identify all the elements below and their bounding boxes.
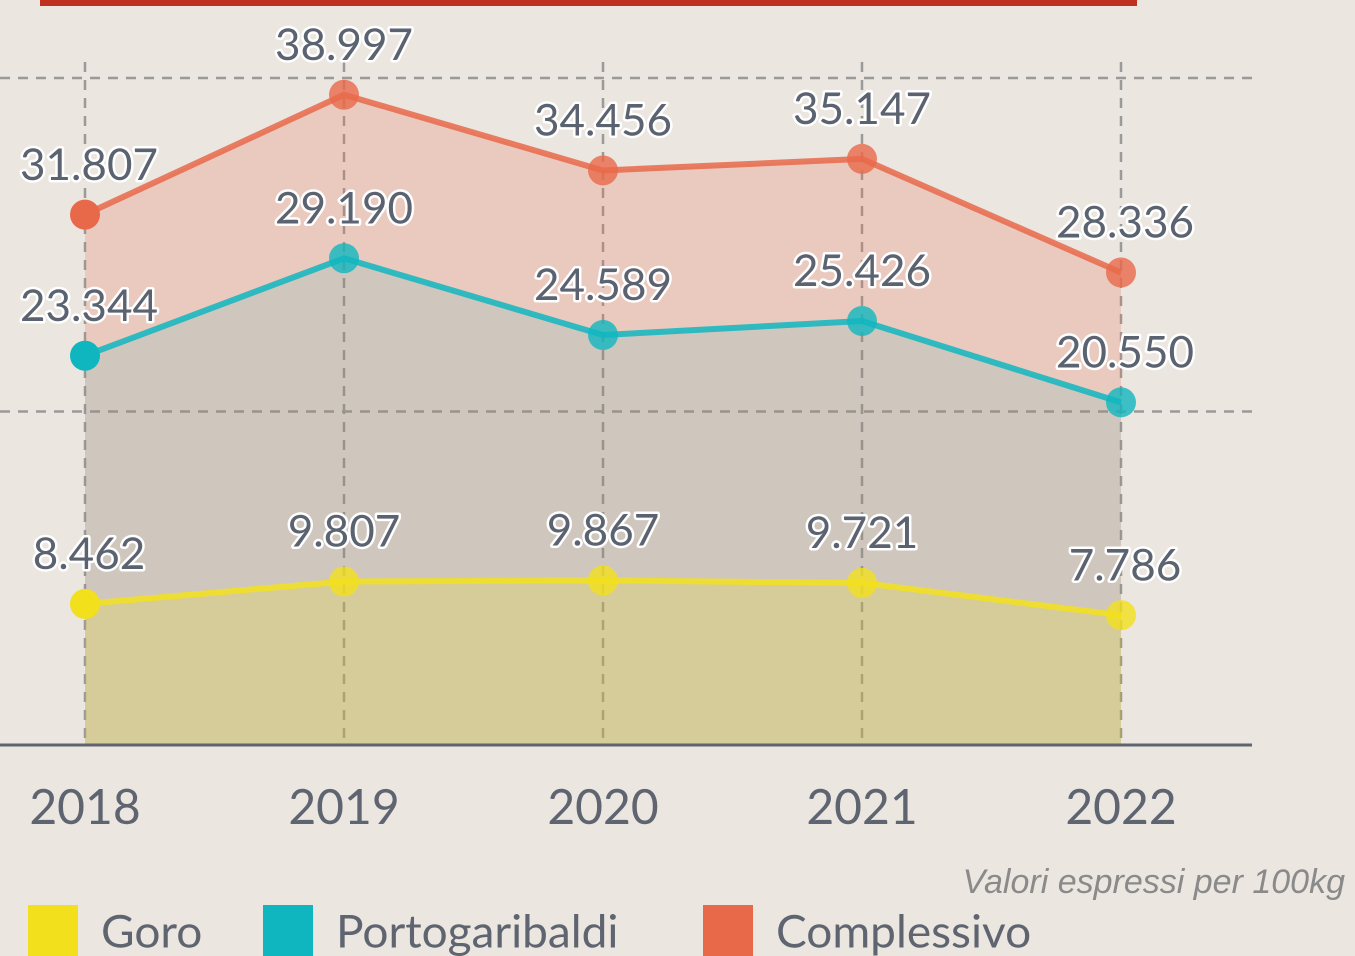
legend-swatch bbox=[263, 905, 313, 956]
x-tick-label: 2022 bbox=[1065, 778, 1176, 835]
area bbox=[85, 580, 1121, 745]
data-label: 9.867 bbox=[547, 504, 659, 556]
legend-label: Goro bbox=[101, 903, 202, 956]
x-tick-label: 2018 bbox=[29, 778, 140, 835]
point bbox=[1106, 257, 1136, 288]
data-label: 34.456 bbox=[534, 94, 672, 146]
point bbox=[329, 79, 359, 110]
header-bar bbox=[40, 0, 1137, 6]
point bbox=[70, 340, 100, 371]
point bbox=[847, 567, 877, 598]
point bbox=[847, 306, 877, 337]
point bbox=[329, 243, 359, 274]
legend: Goro Portogaribaldi Complessivo bbox=[28, 903, 1031, 956]
data-label: 23.344 bbox=[20, 279, 158, 331]
data-label: 7.786 bbox=[1069, 538, 1181, 590]
note: Valori espressi per 100kg bbox=[963, 863, 1345, 901]
data-label: 9.807 bbox=[288, 505, 400, 557]
data-label: 24.589 bbox=[534, 258, 672, 310]
area bbox=[85, 258, 1121, 745]
point bbox=[1106, 600, 1136, 631]
legend-swatch bbox=[28, 905, 78, 956]
legend-label: Complessivo bbox=[776, 903, 1031, 956]
data-label: 28.336 bbox=[1056, 196, 1194, 248]
point bbox=[329, 566, 359, 597]
point bbox=[588, 155, 618, 186]
data-label: 35.147 bbox=[793, 82, 931, 134]
point bbox=[588, 565, 618, 596]
x-tick-label: 2020 bbox=[547, 778, 658, 835]
labels: 8.462 9.807 9.867 9.721 7.786 23.344 29.190 24.… bbox=[18, 15, 1197, 592]
point bbox=[70, 199, 100, 230]
point bbox=[588, 319, 618, 350]
data-label: 8.462 bbox=[33, 527, 145, 579]
data-label: 20.550 bbox=[1056, 325, 1194, 377]
legend-label: Portogaribaldi bbox=[336, 903, 618, 956]
point bbox=[70, 588, 100, 619]
data-label: 31.807 bbox=[20, 138, 158, 190]
data-label: 25.426 bbox=[793, 244, 931, 296]
x-tick-label: 2019 bbox=[288, 778, 399, 835]
data-label: 9.721 bbox=[806, 506, 918, 558]
x-tick-label: 2021 bbox=[806, 778, 917, 835]
data-label: 29.190 bbox=[275, 181, 413, 233]
data-label: 38.997 bbox=[275, 18, 413, 70]
point bbox=[1106, 387, 1136, 418]
point bbox=[847, 143, 877, 174]
legend-swatch bbox=[703, 905, 753, 956]
lines bbox=[70, 79, 1136, 631]
